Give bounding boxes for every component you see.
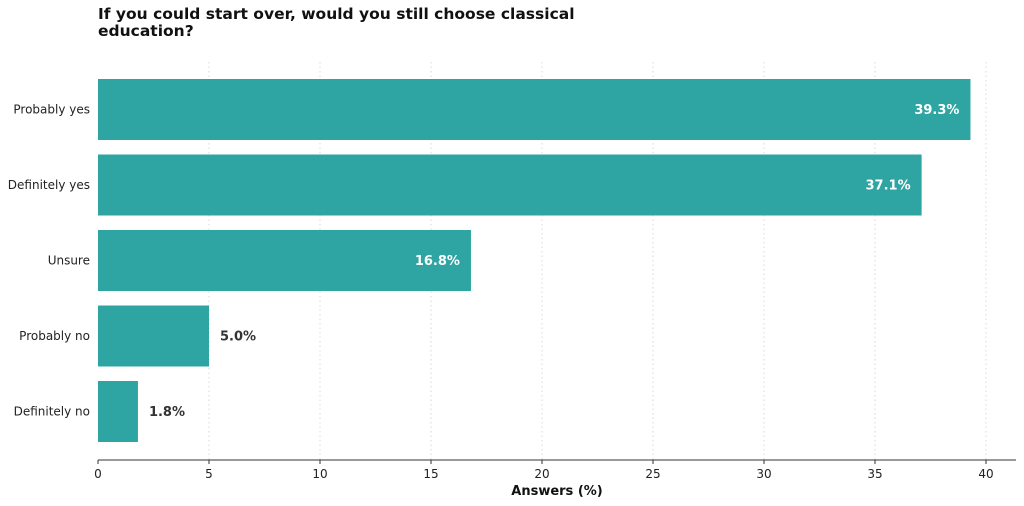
- category-label: Probably yes: [13, 103, 90, 117]
- x-tick-label: 10: [312, 467, 327, 481]
- category-label: Probably no: [19, 329, 90, 343]
- value-label: 39.3%: [914, 103, 959, 118]
- bar: [98, 381, 138, 442]
- value-labels: 39.3% 37.1% 16.8% 5.0% 1.8%: [149, 103, 960, 420]
- x-axis-ticks: 0 5 10 15 20 25 30 35 40: [94, 460, 994, 481]
- value-label: 1.8%: [149, 405, 185, 420]
- bar: [98, 230, 471, 291]
- value-label: 37.1%: [866, 179, 911, 194]
- x-tick-label: 5: [205, 467, 213, 481]
- value-label: 5.0%: [220, 330, 256, 345]
- x-tick-label: 35: [867, 467, 882, 481]
- x-tick-label: 25: [645, 467, 660, 481]
- category-label: Definitely no: [14, 405, 90, 419]
- x-tick-label: 0: [94, 467, 102, 481]
- bar: [98, 154, 922, 216]
- x-axis-title: Answers (%): [511, 484, 602, 499]
- x-tick-label: 20: [534, 467, 549, 481]
- chart-title: If you could start over, would you still…: [98, 5, 575, 40]
- category-label: Definitely yes: [8, 178, 90, 192]
- x-tick-label: 30: [756, 467, 771, 481]
- value-label: 16.8%: [415, 254, 460, 269]
- bars: [98, 79, 971, 442]
- category-label: Unsure: [48, 254, 90, 268]
- bar: [98, 79, 971, 140]
- x-tick-label: 40: [978, 467, 993, 481]
- bar: [98, 305, 209, 367]
- category-labels: Probably yes Definitely yes Unsure Probably…: [8, 103, 90, 419]
- x-tick-label: 15: [423, 467, 438, 481]
